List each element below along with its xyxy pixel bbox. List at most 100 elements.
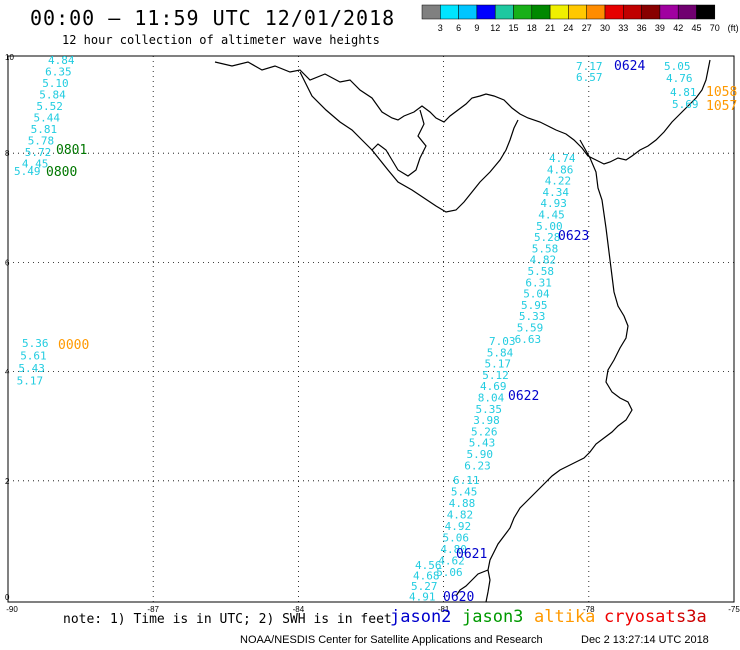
- swh-value: 8.04: [478, 392, 505, 405]
- lon-tick-label: -81: [438, 605, 450, 614]
- colorbar-label: 39: [655, 23, 665, 33]
- colorbar-swatch: [549, 4, 569, 20]
- swh-value: 5.72: [25, 146, 52, 159]
- pass-time-label: 1058: [706, 85, 737, 100]
- footer-credit: NOAA/NESDIS Center for Satellite Applica…: [240, 634, 543, 646]
- lon-tick-label: -78: [583, 605, 595, 614]
- swh-value: 5.27: [411, 580, 438, 593]
- coastline-gulf-of-guayaquil: [455, 569, 489, 597]
- colorbar-label: 33: [618, 23, 628, 33]
- swh-value: 4.22: [545, 175, 572, 188]
- swh-value: 5.17: [17, 375, 43, 388]
- pass-time-label: 0622: [508, 389, 539, 404]
- swh-value: 5.44: [34, 112, 61, 125]
- colorbar-label: 21: [545, 23, 555, 33]
- lat-tick-label: 4: [5, 368, 10, 377]
- colorbar-swatch: [586, 4, 606, 20]
- swh-value: 6.63: [515, 333, 542, 346]
- colorbar-label: 9: [474, 23, 479, 33]
- altimeter-track-jason2: 4.564.685.274.91 0620: [409, 559, 474, 605]
- pass-time-label: 0801: [56, 143, 87, 158]
- colorbar-swatch: [458, 4, 478, 20]
- swh-value: 4.69: [480, 380, 507, 393]
- coastline-colombia-pacific: [485, 139, 633, 603]
- swh-value: 5.61: [20, 350, 47, 363]
- legend-cryosat: cryosat: [604, 607, 676, 627]
- lon-tick-label: -90: [6, 605, 18, 614]
- swh-value: 4.80: [440, 543, 467, 556]
- colorbar-swatch: [641, 4, 661, 20]
- swh-value: 4.68: [413, 570, 440, 583]
- lat-tick-label: 10: [5, 53, 14, 62]
- colorbar-label: 24: [563, 23, 573, 33]
- colorbar-label: 30: [600, 23, 610, 33]
- lon-tick-label: -84: [293, 605, 305, 614]
- swh-value: 6.57: [576, 71, 603, 84]
- swh-value: 4.84: [48, 54, 75, 67]
- swh-value: 4.62: [438, 555, 465, 568]
- colorbar-legend: 3 6 9 12 15 18 21 24 27 30 33 36 39 42 45 70 (ft): [421, 4, 739, 33]
- pass-time-label: 0620: [443, 590, 474, 605]
- swh-value: 4.92: [445, 520, 472, 533]
- coastline-central-america: [214, 59, 711, 165]
- swh-value: 4.45: [22, 158, 49, 171]
- swh-value: 5.95: [521, 299, 548, 312]
- swh-value: 4.93: [540, 197, 567, 210]
- map-title: 00:00 – 11:59 UTC 12/01/2018: [30, 6, 396, 30]
- swh-value: 5.58: [532, 242, 559, 255]
- swh-value: 5.90: [467, 448, 494, 461]
- swh-value: 4.45: [538, 209, 565, 222]
- swh-value: 5.35: [476, 403, 503, 416]
- swh-value: 5.17: [485, 358, 512, 371]
- swh-value: 5.59: [517, 322, 544, 335]
- swh-value: 5.36: [22, 337, 49, 350]
- swh-value: 5.10: [42, 77, 68, 90]
- swh-value: 5.05: [664, 60, 691, 73]
- pass-time-label: 0624: [614, 59, 645, 74]
- colorbar-label: 27: [582, 23, 592, 33]
- swh-value: 5.84: [487, 346, 514, 359]
- colorbar-swatch: [659, 4, 679, 20]
- swh-value: 5.28: [534, 231, 561, 244]
- swh-value: 4.91: [409, 591, 436, 604]
- coastline-gulf-of-panama: [371, 109, 519, 213]
- swh-value: 5.52: [36, 100, 63, 113]
- swh-value: 4.86: [547, 163, 574, 176]
- colorbar-swatch: [531, 4, 551, 20]
- legend-altika: altika: [534, 607, 596, 627]
- footer-note: note: 1) Time is in UTC; 2) SWH is in fe…: [63, 612, 392, 627]
- colorbar-swatch: [494, 4, 514, 20]
- swh-value: 5.69: [672, 98, 699, 111]
- swh-value: 7.17: [576, 60, 603, 73]
- altimeter-track-jason2: 4.744.864.224.344.934.455.005.285.584.82…: [515, 152, 590, 346]
- altimeter-tracks: 4.846.355.105.845.525.445.815.785.724.45…: [14, 54, 737, 605]
- swh-value: 5.84: [39, 89, 66, 102]
- colorbar-swatch: [476, 4, 496, 20]
- colorbar-swatch: [513, 4, 533, 20]
- coastline-azuero: [299, 71, 373, 151]
- footer-timestamp: Dec 2 13:27:14 UTC 2018: [581, 634, 709, 646]
- altimeter-track-altika: 5.365.615.435.17 0000: [17, 337, 90, 388]
- lat-tick-label: 0: [5, 593, 10, 602]
- swh-value: 5.33: [519, 310, 546, 323]
- pass-time-label: 0621: [456, 547, 487, 562]
- swh-value: 4.81: [670, 86, 697, 99]
- swh-value: 4.82: [530, 254, 557, 267]
- swh-value: 5.58: [528, 265, 555, 278]
- colorbar-swatch: [623, 4, 642, 20]
- swh-value: 5.06: [436, 566, 463, 579]
- colorbar-swatch: [440, 4, 459, 20]
- colorbar-label: 12: [490, 23, 500, 33]
- colorbar-label: 6: [456, 23, 461, 33]
- swh-value: 4.56: [415, 559, 442, 572]
- colorbar-swatch: [677, 4, 697, 20]
- altimeter-track-jason3: 4.846.355.105.845.525.445.815.785.724.45…: [22, 54, 87, 171]
- swh-value: 3.98: [473, 414, 500, 427]
- pass-time-label: 0623: [558, 229, 589, 244]
- colorbar-label: (ft): [728, 23, 739, 33]
- colorbar-label: 70: [710, 23, 720, 33]
- coastline: [214, 59, 711, 603]
- swh-value: 4.82: [447, 509, 474, 522]
